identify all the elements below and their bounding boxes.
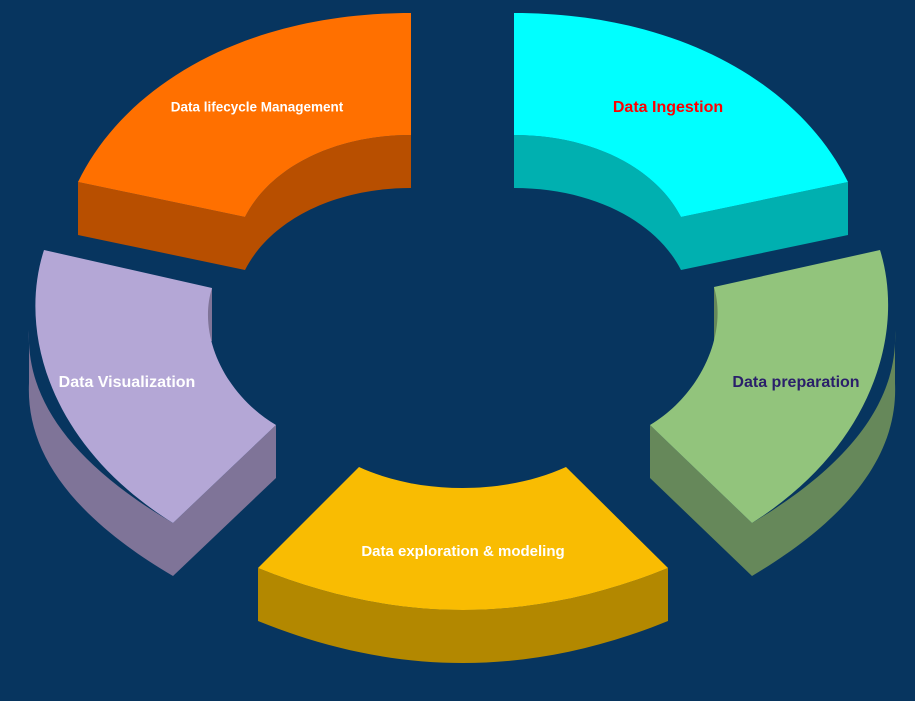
ingestion-side-outer — [681, 182, 848, 270]
segment-side-faces — [28, 135, 896, 663]
preparation-segment[interactable] — [650, 250, 889, 523]
lifecycle-side-outer — [78, 182, 245, 270]
lifecycle-side-inner — [245, 135, 411, 270]
preparation-side-bottom — [650, 425, 752, 576]
visualization-side-outer — [28, 330, 173, 576]
exploration-label: Data exploration & modeling — [361, 543, 564, 560]
ingestion-segment[interactable] — [514, 13, 848, 217]
exploration-segment[interactable] — [258, 467, 668, 610]
lifecycle-segment[interactable] — [78, 13, 411, 217]
visualization-segment[interactable] — [35, 250, 276, 523]
lifecycle-label: Data lifecycle Management — [171, 100, 344, 115]
exploration-side-outer — [258, 568, 668, 663]
segment-top-faces — [35, 13, 889, 610]
preparation-side-outer — [752, 330, 896, 576]
ingestion-side-inner — [514, 135, 681, 270]
visualization-label: Data Visualization — [59, 374, 196, 391]
preparation-label: Data preparation — [732, 374, 859, 391]
center-hole-curve — [359, 460, 566, 488]
ingestion-label: Data Ingestion — [613, 99, 723, 116]
visualization-side-bottom — [173, 425, 276, 576]
segment-labels: Data Ingestion Data preparation Data exp… — [59, 99, 860, 560]
